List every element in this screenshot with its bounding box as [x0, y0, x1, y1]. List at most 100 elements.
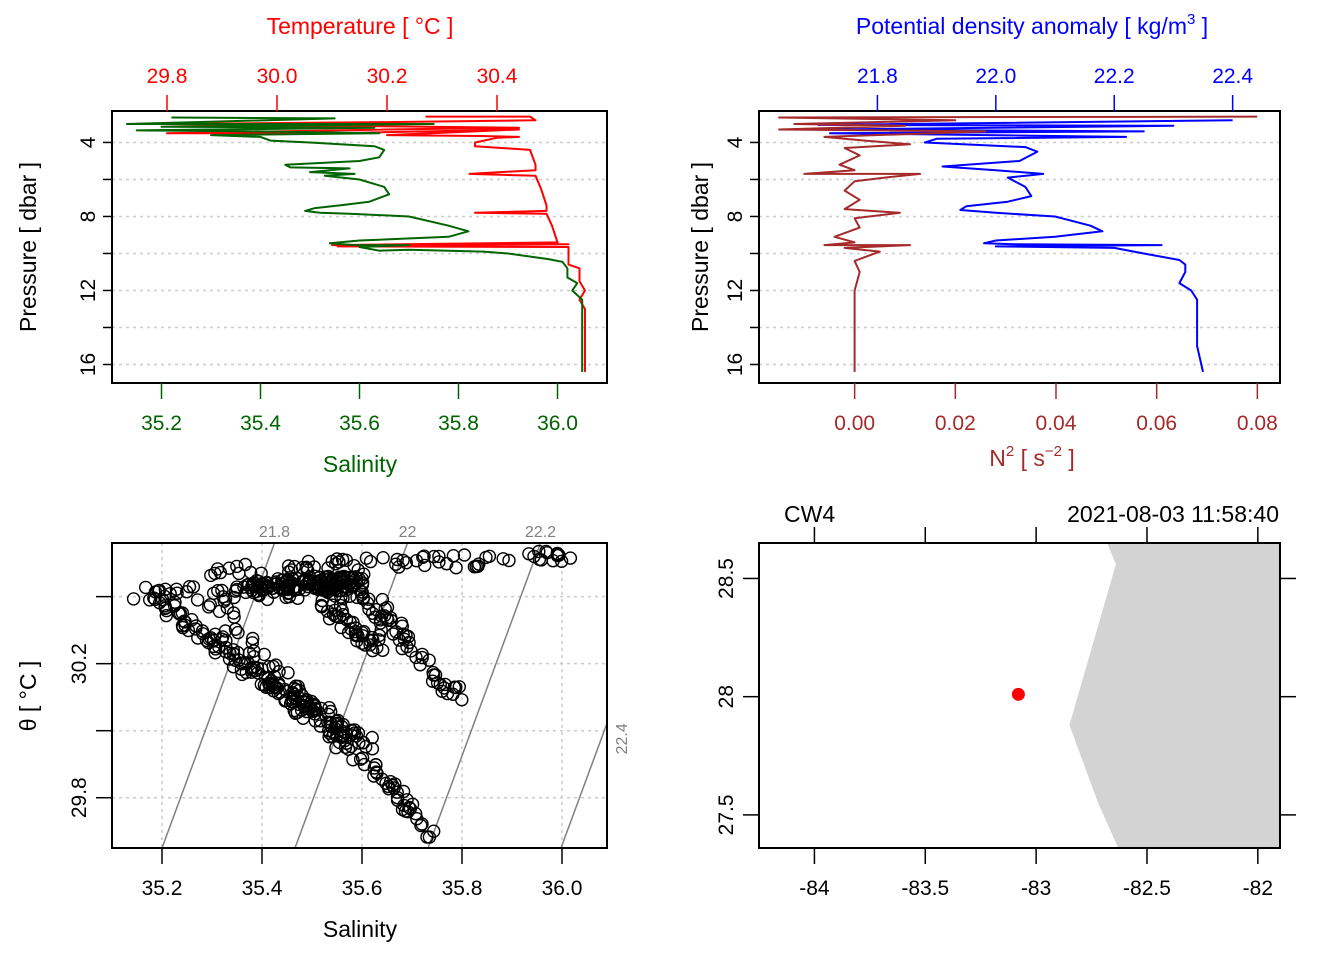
p3-data-point — [318, 576, 332, 590]
p3-isopycnal-label: 22 — [399, 524, 417, 541]
p3-data-point — [457, 548, 472, 562]
p2-top-tick-label: 22.2 — [1094, 65, 1135, 88]
p3-data-point — [374, 623, 388, 637]
p4-y-tick-label: 27.5 — [715, 794, 738, 835]
p2-series-potential-density-anomaly — [817, 119, 1233, 373]
p3-data-point — [409, 554, 424, 568]
p3-data-point — [376, 551, 390, 565]
p3-data-point — [446, 687, 460, 701]
p3-points — [126, 544, 578, 844]
p1-y-axis-title: Pressure [ dbar ] — [15, 162, 41, 332]
p3-data-point — [235, 667, 249, 682]
p3-data-point — [218, 592, 233, 606]
p1-top-axis-title: Temperature [ °C ] — [267, 13, 454, 39]
panel-station-map: -84 -83.5 -83 -82.5 -82 27.5 28 28.5 CW4 2021-0… — [715, 501, 1296, 900]
p3-isopycnals — [161, 543, 607, 848]
p3-data-point — [321, 707, 335, 722]
p3-isopycnal-label: 22.2 — [525, 524, 556, 541]
p2-bottom-title-sup2: −2 — [1045, 443, 1062, 460]
p4-frame — [758, 542, 1281, 849]
p3-data-point — [314, 598, 329, 613]
p2-bottom-tick-label: 0.06 — [1136, 412, 1177, 435]
p3-data-point — [386, 627, 400, 641]
p2-y-tick-label: 12 — [724, 279, 747, 302]
p3-data-point — [522, 547, 536, 561]
p3-data-point — [395, 641, 409, 656]
p3-data-point — [227, 610, 241, 624]
p3-data-point — [425, 674, 440, 688]
p3-data-point — [337, 570, 351, 584]
p3-data-point — [148, 592, 162, 607]
p2-bottom-tick-label: 0.08 — [1237, 412, 1278, 435]
p3-data-point — [339, 612, 354, 627]
p3-data-point — [251, 666, 265, 680]
p2-bottom-tick-label: 0.04 — [1036, 412, 1077, 435]
p3-data-point — [415, 817, 429, 831]
p3-data-point — [369, 765, 383, 779]
p3-data-point — [534, 553, 549, 567]
p3-isopycnal-label: 22.4 — [614, 723, 631, 754]
p3-data-point — [330, 729, 344, 743]
p3-data-point — [365, 742, 380, 756]
p3-data-point — [392, 560, 406, 574]
p3-data-point — [126, 592, 141, 606]
p3-data-point — [267, 669, 282, 684]
p4-x-tick-label: -82 — [1243, 877, 1273, 900]
p3-data-point — [368, 610, 382, 624]
p2-y-axis-title: Pressure [ dbar ] — [687, 162, 713, 332]
p2-bottom-title-mid: [ s — [1014, 445, 1045, 471]
p4-y-tick-label: 28.5 — [715, 558, 738, 599]
p2-bottom-title-tail: ] — [1062, 445, 1075, 471]
p2-top-tick-label: 21.8 — [857, 65, 898, 88]
p3-data-point — [329, 557, 343, 571]
p3-data-point — [472, 557, 486, 571]
p3-data-point — [299, 701, 314, 716]
p3-data-point — [417, 549, 431, 563]
p1-bottom-tick-label: 36.0 — [537, 412, 578, 435]
p4-x-tick-label: -84 — [799, 877, 830, 900]
p3-data-point — [332, 735, 347, 750]
p1-y-axis: 4 8 12 16 — [77, 136, 112, 376]
p1-y-tick-label: 16 — [77, 353, 100, 376]
p1-bottom-tick-label: 35.6 — [339, 412, 380, 435]
p3-data-point — [532, 544, 546, 559]
p3-data-point — [415, 650, 429, 665]
p3-data-point — [446, 549, 461, 563]
p3-data-point — [245, 577, 260, 591]
p4-x-tick-label: -82.5 — [1123, 877, 1171, 900]
p3-data-point — [335, 552, 350, 567]
panel-ts-profile: 4 8 12 16 29.8 30.0 30.2 30.4 35.2 35.4 35.6 35.8… — [15, 13, 608, 477]
p2-top-axis: 21.8 22.0 22.2 22.4 — [857, 65, 1253, 111]
land-polygon — [1069, 543, 1280, 848]
p3-data-point — [292, 683, 307, 698]
p3-data-point — [396, 784, 411, 799]
p3-data-point — [272, 664, 286, 679]
p3-data-point — [438, 677, 452, 692]
p3-data-point — [432, 555, 446, 569]
p1-bottom-tick-label: 35.4 — [240, 412, 281, 435]
p3-data-point — [281, 559, 296, 573]
p3-x-tick-label: 35.6 — [342, 877, 383, 900]
p3-data-point — [390, 785, 404, 799]
p3-data-point — [384, 613, 399, 628]
p4-station-layer — [1011, 687, 1025, 701]
p3-data-point — [550, 546, 564, 561]
p1-top-axis: 29.8 30.0 30.2 30.4 — [147, 65, 518, 111]
p3-data-point — [307, 698, 321, 713]
p3-data-point — [220, 601, 235, 615]
station-name-label: CW4 — [784, 501, 835, 527]
p3-data-point — [388, 777, 402, 791]
p3-data-point — [398, 804, 413, 818]
p3-data-point — [167, 599, 182, 613]
p3-data-point — [330, 552, 344, 566]
p3-data-point — [226, 643, 241, 657]
p3-isopycnal-line — [161, 543, 276, 848]
p3-data-point — [414, 818, 428, 833]
p3-data-point — [365, 730, 379, 745]
p3-data-point — [277, 581, 291, 596]
p3-data-point — [389, 625, 403, 639]
p3-data-point — [223, 646, 237, 660]
p3-data-point — [502, 553, 516, 568]
